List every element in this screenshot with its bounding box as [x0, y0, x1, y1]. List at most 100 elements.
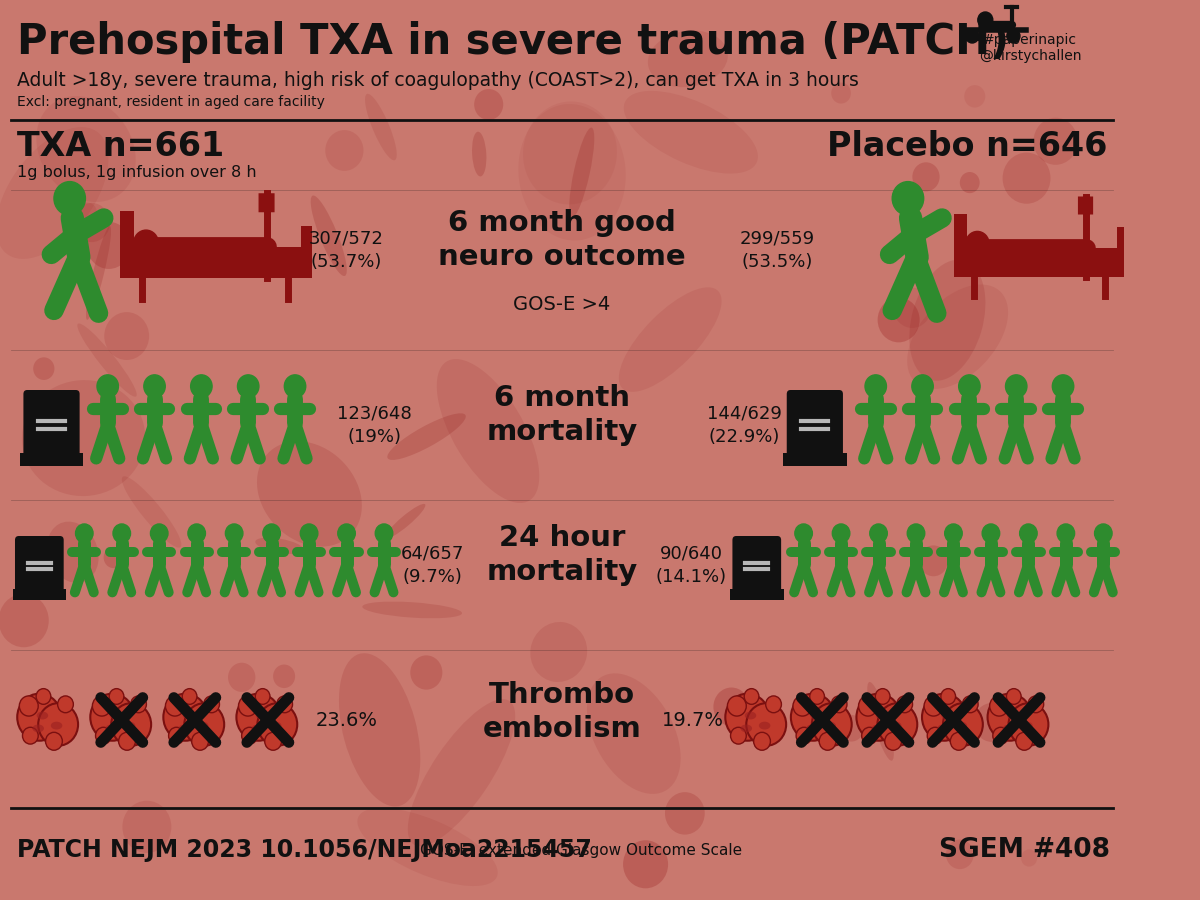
Ellipse shape: [740, 724, 752, 733]
Text: Thrombo
embolism: Thrombo embolism: [482, 680, 641, 743]
Text: Placebo n=646: Placebo n=646: [827, 130, 1108, 164]
Text: #paperinapic
@kirstychallen: #paperinapic @kirstychallen: [979, 33, 1081, 63]
Circle shape: [973, 703, 1010, 742]
Circle shape: [182, 688, 197, 705]
Circle shape: [877, 703, 917, 746]
Ellipse shape: [50, 722, 62, 730]
Circle shape: [265, 733, 282, 751]
Text: 23.6%: 23.6%: [316, 710, 378, 730]
Circle shape: [38, 703, 78, 746]
Text: SGEM #408: SGEM #408: [938, 837, 1110, 863]
Circle shape: [812, 703, 852, 746]
Ellipse shape: [36, 96, 136, 202]
FancyBboxPatch shape: [301, 226, 312, 278]
Ellipse shape: [256, 537, 304, 554]
Text: 64/657
(9.7%): 64/657 (9.7%): [401, 544, 464, 586]
Circle shape: [1007, 688, 1021, 705]
Circle shape: [960, 172, 979, 194]
Circle shape: [727, 696, 746, 716]
Circle shape: [1028, 696, 1044, 713]
Ellipse shape: [868, 682, 894, 760]
Ellipse shape: [806, 724, 817, 733]
Circle shape: [766, 696, 781, 713]
Ellipse shape: [109, 712, 121, 719]
Circle shape: [793, 696, 812, 716]
Text: 307/572
(53.7%): 307/572 (53.7%): [310, 230, 384, 271]
Circle shape: [86, 222, 131, 269]
Circle shape: [749, 557, 767, 576]
Ellipse shape: [758, 722, 770, 730]
Ellipse shape: [257, 441, 362, 546]
Circle shape: [109, 688, 124, 705]
Ellipse shape: [197, 722, 209, 730]
Ellipse shape: [385, 504, 426, 538]
Circle shape: [870, 524, 887, 543]
Circle shape: [754, 733, 770, 751]
Circle shape: [943, 703, 983, 746]
Ellipse shape: [941, 712, 953, 719]
Text: PATCH NEJM 2023 10.1056/NEJMoa2215457: PATCH NEJM 2023 10.1056/NEJMoa2215457: [17, 838, 592, 862]
Ellipse shape: [472, 131, 486, 176]
Circle shape: [862, 727, 877, 744]
FancyBboxPatch shape: [14, 536, 64, 593]
Circle shape: [962, 696, 978, 713]
Ellipse shape: [1007, 712, 1019, 719]
Circle shape: [410, 655, 443, 689]
Circle shape: [236, 694, 281, 741]
Ellipse shape: [587, 673, 680, 794]
Ellipse shape: [810, 712, 822, 719]
Circle shape: [113, 524, 131, 543]
Circle shape: [256, 688, 270, 705]
Ellipse shape: [876, 712, 887, 719]
Ellipse shape: [270, 722, 282, 730]
Circle shape: [965, 86, 985, 108]
Circle shape: [877, 298, 919, 342]
Circle shape: [1008, 703, 1049, 746]
Circle shape: [893, 288, 931, 328]
Circle shape: [238, 374, 259, 398]
Circle shape: [912, 374, 934, 398]
Ellipse shape: [518, 104, 625, 240]
Circle shape: [988, 694, 1032, 741]
Ellipse shape: [37, 712, 48, 719]
Circle shape: [376, 524, 392, 543]
Ellipse shape: [523, 102, 617, 204]
Circle shape: [36, 688, 50, 705]
Circle shape: [122, 801, 172, 853]
FancyBboxPatch shape: [730, 590, 784, 600]
Ellipse shape: [745, 712, 756, 719]
Circle shape: [474, 89, 503, 120]
Circle shape: [226, 524, 242, 543]
Circle shape: [944, 524, 962, 543]
Circle shape: [794, 524, 812, 543]
Text: 90/640
(14.1%): 90/640 (14.1%): [655, 544, 727, 586]
Ellipse shape: [955, 722, 967, 730]
Text: 6 month good
neuro outcome: 6 month good neuro outcome: [438, 209, 685, 271]
Circle shape: [950, 733, 967, 751]
Circle shape: [277, 696, 293, 713]
FancyBboxPatch shape: [12, 590, 66, 600]
Ellipse shape: [182, 712, 194, 719]
Circle shape: [907, 524, 925, 543]
Circle shape: [992, 727, 1008, 744]
Circle shape: [191, 374, 212, 398]
Circle shape: [912, 162, 940, 192]
Circle shape: [1094, 524, 1112, 543]
Circle shape: [144, 374, 166, 398]
Ellipse shape: [32, 724, 44, 733]
Ellipse shape: [619, 287, 721, 392]
Circle shape: [239, 696, 257, 716]
Text: 299/559
(53.5%): 299/559 (53.5%): [740, 230, 815, 271]
Text: 123/648
(19%): 123/648 (19%): [337, 404, 412, 446]
Circle shape: [1016, 733, 1033, 751]
Circle shape: [919, 545, 948, 576]
Ellipse shape: [77, 323, 137, 397]
Circle shape: [19, 696, 38, 716]
Circle shape: [228, 662, 256, 692]
Circle shape: [1007, 29, 1020, 43]
Ellipse shape: [0, 127, 108, 259]
FancyBboxPatch shape: [958, 248, 1122, 276]
Text: 6 month
mortality: 6 month mortality: [486, 383, 637, 446]
Circle shape: [928, 727, 943, 744]
Text: Prehospital TXA in severe trauma (PATCH): Prehospital TXA in severe trauma (PATCH): [17, 21, 1009, 63]
